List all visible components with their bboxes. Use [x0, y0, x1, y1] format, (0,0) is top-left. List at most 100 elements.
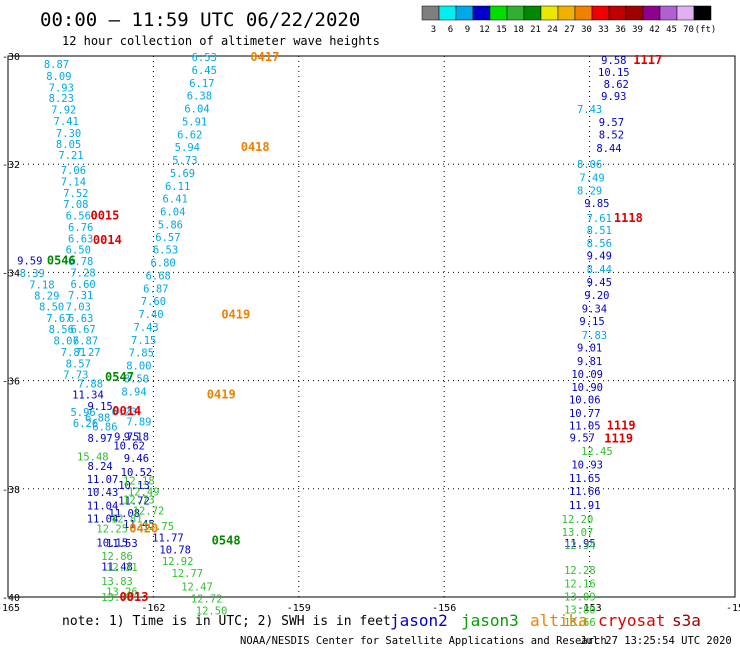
wave-height-point: 7.85	[129, 347, 154, 359]
wave-height-point: 13.07	[562, 527, 594, 539]
colorbar-label: 36	[615, 25, 626, 35]
wave-height-point: 8.50	[124, 373, 149, 385]
wave-height-point: 9.49	[587, 251, 612, 263]
wave-height-point: 6.53	[153, 245, 178, 257]
wave-height-point: 12.31	[106, 562, 138, 574]
wave-height-point: 7.83	[582, 330, 607, 342]
wave-height-point: 12.86	[101, 551, 133, 563]
wave-height-point: 12.81	[111, 514, 143, 526]
colorbar-swatch	[438, 5, 457, 21]
footer-timestamp: Jul 27 13:25:54 UTC 2020	[580, 635, 732, 647]
wave-height-point: 8.07	[54, 336, 79, 348]
wave-height-point: 10.15	[96, 537, 128, 549]
colorbar-swatch	[421, 5, 440, 21]
colorbar-swatch	[472, 5, 491, 21]
pass-time-label: 0417	[250, 50, 279, 64]
wave-height-point: 7.06	[61, 165, 86, 177]
wave-height-point: 13.26	[106, 587, 138, 599]
wave-height-point: 7.31	[68, 290, 93, 302]
colorbar-label: 30	[581, 25, 592, 35]
wave-height-point: 12.47	[181, 582, 213, 594]
wave-height-point: 8.44	[596, 143, 621, 155]
legend-s3a: s3a	[672, 611, 701, 630]
pass-time-label: 0419	[221, 308, 250, 322]
wave-height-point: 9.18	[124, 431, 149, 443]
wave-height-point: 6.62	[177, 129, 202, 141]
x-tick-label: -156	[432, 603, 456, 614]
colorbar-swatch	[540, 5, 559, 21]
wave-height-point: 6.63	[68, 313, 93, 325]
colorbar-label: 70	[683, 25, 694, 35]
wave-height-point: 10.93	[571, 459, 603, 471]
wave-height-point: 6.53	[192, 52, 217, 64]
wave-height-point: 12.73	[123, 495, 155, 507]
wave-height-point: 9.85	[584, 198, 609, 210]
y-tick-label: -38	[2, 485, 20, 496]
colorbar-swatch	[676, 5, 695, 21]
pass-time-label: 1119	[604, 431, 633, 445]
wave-height-point: 6.57	[155, 232, 180, 244]
wave-height-point: 10.78	[159, 544, 191, 556]
colorbar-label: 6	[448, 25, 453, 35]
wave-height-point: 9.20	[584, 290, 609, 302]
wave-height-point: 10.90	[571, 382, 603, 394]
pass-time-label: 0546	[47, 253, 76, 267]
wave-height-point: 8.09	[46, 71, 71, 83]
pass-time-label: 1117	[633, 53, 662, 67]
colorbar-swatch	[642, 5, 661, 21]
colorbar-swatch	[574, 5, 593, 21]
wave-height-point: 6.87	[73, 336, 98, 348]
pass-time-label: 0420	[129, 521, 158, 535]
pass-time-label: 0419	[207, 388, 236, 402]
colorbar-label: 12	[479, 25, 490, 35]
wave-height-point: 6.86	[92, 422, 117, 434]
wave-height-point: 7.61	[587, 213, 612, 225]
wave-height-point: 11.65	[569, 473, 601, 485]
colorbar-label: 39	[632, 25, 643, 35]
wave-height-point: 13.80	[564, 604, 596, 616]
wave-height-point: 10.77	[569, 408, 601, 420]
wave-height-point: 9.01	[577, 343, 602, 355]
wave-height-point: 9.75	[114, 431, 139, 443]
wave-height-point: 6.78	[68, 256, 93, 268]
wave-height-point: 8.94	[121, 386, 146, 398]
wave-height-point: 5.96	[70, 407, 95, 419]
wave-height-point: 9.93	[601, 91, 626, 103]
wave-height-point: 12.50	[196, 606, 228, 618]
wave-height-point: 9.15	[87, 401, 112, 413]
wave-height-point: 13.83	[101, 576, 133, 588]
colorbar-swatch	[557, 5, 576, 21]
wave-height-point: 10.52	[121, 467, 153, 479]
y-tick-label: -34	[2, 268, 20, 279]
wave-height-point: 11.04	[87, 514, 119, 526]
wave-height-point: 6.60	[70, 279, 95, 291]
pass-time-label: 0014	[93, 233, 122, 247]
colorbar-label: 27	[564, 25, 575, 35]
wave-height-point: 8.52	[599, 129, 624, 141]
wave-height-point: 7.89	[126, 417, 151, 429]
pass-time-label: 1118	[614, 211, 643, 225]
pass-time-label: 0548	[212, 534, 241, 548]
wave-height-point: 8.05	[56, 139, 81, 151]
wave-height-point: 12.92	[162, 556, 194, 568]
wave-height-point: 6.88	[85, 412, 110, 424]
wave-height-point: 12.34	[564, 540, 596, 552]
colorbar-swatch	[608, 5, 627, 21]
wave-height-point: 6.17	[189, 78, 214, 90]
wave-height-point: 12.20	[562, 514, 594, 526]
wave-height-point: 7.08	[63, 199, 88, 211]
wave-height-point: 7.41	[54, 116, 79, 128]
pass-labels: 0417 0418 0015 0014 0546 0419 0547 0419 0014 0420…	[47, 50, 662, 604]
wave-height-point: 6.23	[112, 406, 137, 418]
wave-height-point: 7.43	[577, 104, 602, 116]
plot-frame	[7, 55, 736, 598]
wave-height-point: 8.29	[34, 291, 59, 303]
wave-height-point: 8.87	[44, 59, 69, 71]
wave-height-point: 7.27	[75, 347, 100, 359]
wave-height-point: 8.06	[577, 159, 602, 171]
colorbar-label: (ft)	[695, 25, 717, 35]
wave-height-point: 7.81	[61, 347, 86, 359]
wave-height-point: 6.76	[68, 222, 93, 234]
legend-jason3: jason3	[461, 611, 519, 630]
